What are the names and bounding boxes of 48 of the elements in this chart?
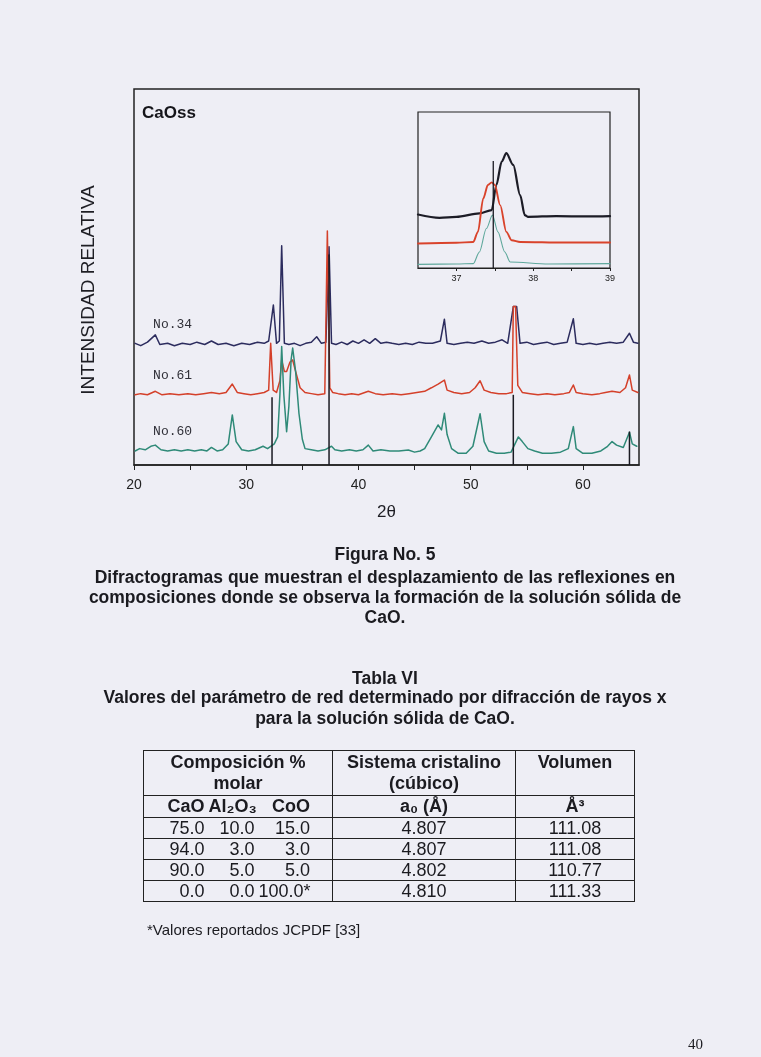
text: 10.0 — [208, 817, 259, 839]
x-tick-label: 30 — [238, 476, 255, 492]
text: 94.0 — [143, 838, 209, 860]
text: Al₂O₃ — [208, 795, 259, 818]
text: CoO — [258, 795, 333, 818]
x-tick-label: 40 — [350, 476, 367, 492]
text: Tabla VI — [351, 668, 419, 689]
text: 111.33 — [515, 880, 635, 902]
text: Valores del parámetro de red determinado por difracción de rayos x para la solución sólida de CaO. — [102, 687, 668, 729]
text: CaO — [143, 795, 209, 818]
text: 4.810 — [332, 880, 516, 902]
text: 5.0 — [208, 859, 259, 881]
series-label: No.60 — [153, 424, 193, 440]
text: Figura No. 5 — [333, 544, 437, 564]
x-axis-title: 2θ — [377, 502, 396, 521]
text: 0.0 — [143, 880, 209, 902]
x-tick-label: 38 — [528, 272, 539, 283]
text: 90.0 — [143, 859, 209, 881]
text: 3.0 — [208, 838, 259, 860]
text: 40 — [688, 1036, 703, 1053]
text: Å³ — [515, 795, 635, 818]
text: 5.0 — [258, 859, 333, 881]
x-tick-label: 50 — [462, 476, 479, 492]
text: Composición % molar — [143, 750, 333, 796]
text: 15.0 — [258, 817, 333, 839]
text: Volumen — [515, 750, 635, 796]
text: a₀ (Å) — [332, 795, 516, 818]
text: 111.08 — [515, 817, 635, 839]
text: 75.0 — [143, 817, 209, 839]
text: 4.807 — [332, 817, 516, 839]
text: CaOss — [142, 102, 196, 122]
text: 0.0 — [208, 880, 259, 902]
series-label: No.34 — [153, 316, 193, 332]
text: 111.08 — [515, 838, 635, 860]
x-tick-label: 20 — [126, 476, 142, 492]
series-label: No.61 — [153, 368, 193, 384]
text: *Valores reportados JCPDF [33] — [147, 921, 361, 938]
text: 100.0* — [258, 880, 333, 902]
text: 4.802 — [332, 859, 516, 881]
x-tick-label: 39 — [604, 272, 616, 283]
text: 4.807 — [332, 838, 516, 860]
text: Sistema cristalino (cúbico) — [332, 750, 516, 796]
text: Difractogramas que muestran el desplazamiento de las reflexiones en composiciones donde se observa la formación de la solución sólida de CaO. — [87, 567, 683, 627]
x-tick-label: 60 — [575, 476, 591, 492]
x-tick-label: 37 — [451, 272, 462, 283]
text: 3.0 — [258, 838, 333, 860]
y-axis-title: INTENSIDAD RELATIVA — [76, 184, 98, 395]
text: 110.77 — [515, 859, 635, 881]
